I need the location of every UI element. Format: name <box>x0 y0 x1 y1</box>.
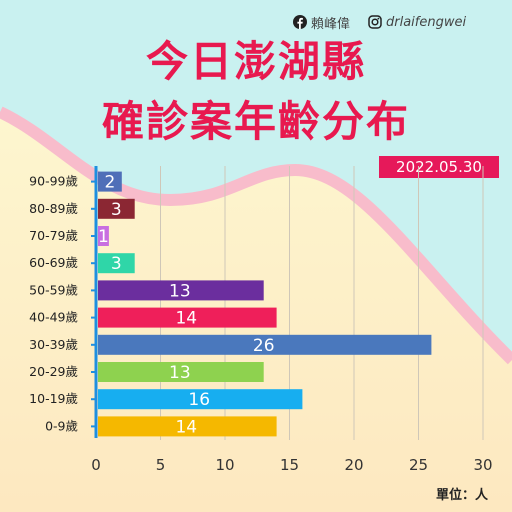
bar <box>98 226 109 246</box>
instagram-handle: drlaifengwei <box>386 14 467 30</box>
bar <box>98 198 135 219</box>
data-label: 1 <box>98 227 109 247</box>
y-tick-label: 80-89歲 <box>29 201 78 216</box>
y-tick-label: 40-49歲 <box>29 310 78 325</box>
bar <box>98 389 303 410</box>
data-label: 2 <box>104 173 115 193</box>
bar <box>98 334 432 355</box>
bar <box>98 171 122 192</box>
facebook-name: 賴峰偉 <box>311 16 351 32</box>
bar <box>98 280 264 301</box>
x-tick-label: 20 <box>344 456 363 474</box>
background-wave <box>0 106 512 365</box>
x-tick-label: 5 <box>156 456 166 474</box>
y-tick-label: 60-69歲 <box>29 255 78 270</box>
x-tick-label: 0 <box>91 456 101 474</box>
x-tick-label: 10 <box>215 456 234 474</box>
bar <box>98 416 277 437</box>
instagram-credit: drlaifengwei <box>368 12 466 32</box>
date-badge: 2022.05.30 <box>379 156 499 178</box>
y-tick-label: 10-19歲 <box>29 391 78 406</box>
unit-label: 單位：人 <box>436 488 489 503</box>
y-tick-label: 50-59歲 <box>29 282 78 297</box>
x-tick-label: 25 <box>409 456 428 474</box>
y-tick-label: 30-39歲 <box>29 337 78 352</box>
data-label: 14 <box>175 417 197 437</box>
data-label: 3 <box>111 200 122 220</box>
data-label: 26 <box>253 336 275 356</box>
x-tick-label: 30 <box>473 456 492 474</box>
bar <box>98 307 277 328</box>
data-label: 13 <box>169 363 191 383</box>
data-label: 3 <box>111 254 122 274</box>
y-tick-label: 70-79歲 <box>29 228 78 243</box>
instagram-icon <box>368 15 382 29</box>
bar <box>98 362 264 382</box>
facebook-credit: 賴峰偉 <box>293 12 350 32</box>
title-line-2: 確診案年齡分布 <box>101 97 410 146</box>
y-tick-label: 20-29歲 <box>29 364 78 379</box>
y-tick-label: 90-99歲 <box>29 174 78 189</box>
data-label: 13 <box>169 281 191 301</box>
bar <box>98 253 135 274</box>
data-label: 14 <box>175 309 197 329</box>
x-tick-label: 15 <box>280 456 299 474</box>
title-line-1: 今日澎湖縣 <box>145 37 366 86</box>
data-label: 16 <box>188 390 210 410</box>
facebook-icon <box>293 15 307 29</box>
y-tick-label: 0-9歲 <box>45 418 78 433</box>
